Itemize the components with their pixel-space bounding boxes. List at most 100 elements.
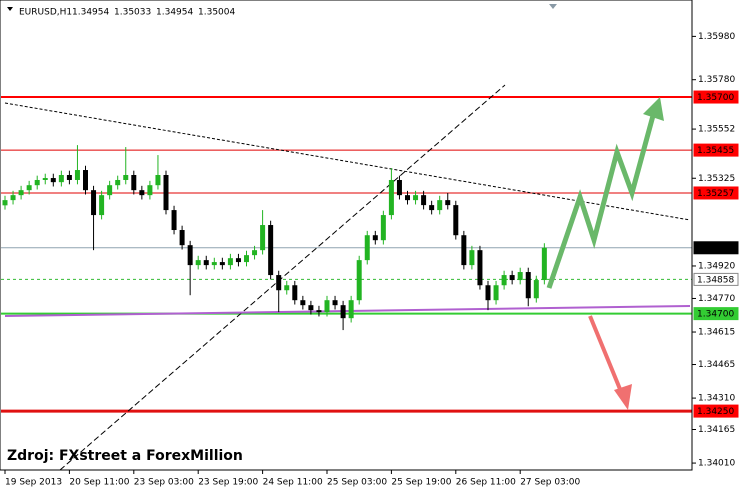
price-box xyxy=(693,143,739,157)
candle-body xyxy=(324,300,330,313)
source: Zdroj: FXstreet a ForexMillion xyxy=(7,448,243,464)
candle-body xyxy=(308,305,314,311)
candle-body xyxy=(34,179,40,186)
x-tick-label: 25 Sep 19:00 xyxy=(391,478,451,488)
y-tick-label: 1.34465 xyxy=(698,360,735,370)
price-box xyxy=(693,307,739,321)
candle-body xyxy=(155,175,161,186)
y-tick-label: 1.34165 xyxy=(698,425,735,435)
candle-body xyxy=(405,195,410,201)
candle-body xyxy=(372,235,378,241)
candle-body xyxy=(413,195,419,201)
candle-body xyxy=(2,200,8,206)
symbol: EURUSD,H1 xyxy=(19,8,72,18)
y-tick-label: 1.34010 xyxy=(698,459,735,469)
candle-body xyxy=(485,285,491,301)
y-tick-label: 1.35780 xyxy=(698,75,735,85)
candle-body xyxy=(10,195,16,201)
price-box xyxy=(693,272,739,286)
candle-body xyxy=(123,175,129,180)
candle-body xyxy=(429,205,435,211)
candle-body xyxy=(477,250,483,286)
plot-border xyxy=(0,0,693,471)
support-line xyxy=(4,305,691,317)
candle-body xyxy=(74,170,80,180)
candle-body xyxy=(284,285,290,291)
candle-body xyxy=(91,190,97,216)
price-box xyxy=(693,404,739,418)
levels xyxy=(1,96,692,413)
candle-body xyxy=(211,262,217,266)
candle-body xyxy=(252,250,258,256)
price-box xyxy=(693,90,739,104)
axes: 1.35980 1.35780 1.35552 1.35325 1.34920 1.347… xyxy=(4,32,739,488)
candle-body xyxy=(501,275,507,286)
candle-body xyxy=(340,305,346,319)
candle-body xyxy=(396,179,402,196)
arrow-head xyxy=(614,384,632,410)
candle-body xyxy=(139,190,145,196)
y-tick-label: 1.34310 xyxy=(698,394,735,404)
header-value: 1.35004 xyxy=(198,8,235,18)
candle-body xyxy=(421,195,427,206)
price-box xyxy=(693,241,739,255)
candle-body xyxy=(509,275,515,281)
y-tick-label: 1.35325 xyxy=(698,174,735,184)
candle-body xyxy=(453,205,459,236)
price-label: 1.35004 xyxy=(697,244,734,254)
y-tick-label: 1.34920 xyxy=(698,261,735,271)
shift-marker xyxy=(549,4,557,9)
candle-body xyxy=(131,175,137,191)
candle-body xyxy=(356,260,362,301)
candle-body xyxy=(203,260,209,266)
price-label: 1.35455 xyxy=(697,146,734,156)
candle-body xyxy=(187,245,193,266)
candle-body xyxy=(115,179,121,186)
candle-body xyxy=(380,215,386,241)
candle-body xyxy=(171,210,177,231)
candle-body xyxy=(268,225,274,276)
candle-body xyxy=(58,175,64,183)
x-tick-label: 26 Sep 11:00 xyxy=(456,478,516,488)
candle-body xyxy=(42,178,48,180)
candle-body xyxy=(533,280,539,299)
candle-body xyxy=(50,178,56,183)
x-tick-label: 23 Sep 03:00 xyxy=(134,478,194,488)
header-value: 1.34954 xyxy=(72,8,109,18)
x-tick-label: 24 Sep 11:00 xyxy=(263,478,323,488)
candle-body xyxy=(244,255,249,263)
x-tick-label: 23 Sep 19:00 xyxy=(198,478,258,488)
candle-body xyxy=(163,175,169,211)
candle-body xyxy=(219,262,225,266)
candle-body xyxy=(26,185,32,191)
price-label: 1.35257 xyxy=(697,189,734,199)
bullish-arrow xyxy=(546,111,657,289)
candle-body xyxy=(316,310,322,313)
arrow-head xyxy=(643,97,664,121)
candle-body xyxy=(517,272,523,281)
candle-body xyxy=(227,258,233,266)
candle-body xyxy=(276,275,282,291)
candle-body xyxy=(525,272,531,299)
candles xyxy=(2,145,547,331)
candle-body xyxy=(541,247,547,281)
candle-body xyxy=(107,185,113,196)
header-value: 1.34954 xyxy=(156,8,193,18)
candle-body xyxy=(445,200,451,206)
x-tick-label: 25 Sep 03:00 xyxy=(327,478,387,488)
x-tick-label: 19 Sep 2013 xyxy=(5,478,62,488)
x-tick-label: 20 Sep 11:00 xyxy=(69,478,129,488)
menu-icon xyxy=(7,7,13,11)
candle-body xyxy=(260,225,266,251)
candle-body xyxy=(332,300,338,306)
candle-body xyxy=(235,258,241,263)
price-label: 1.34250 xyxy=(697,407,734,417)
candle-body xyxy=(437,200,443,211)
bearish-arrow xyxy=(588,315,624,395)
x-tick-label: 27 Sep 03:00 xyxy=(520,478,580,488)
y-tick-label: 1.35552 xyxy=(698,125,735,135)
candle-body xyxy=(388,179,394,216)
price-box xyxy=(693,186,739,200)
y-tick-label: 1.35980 xyxy=(698,32,735,42)
